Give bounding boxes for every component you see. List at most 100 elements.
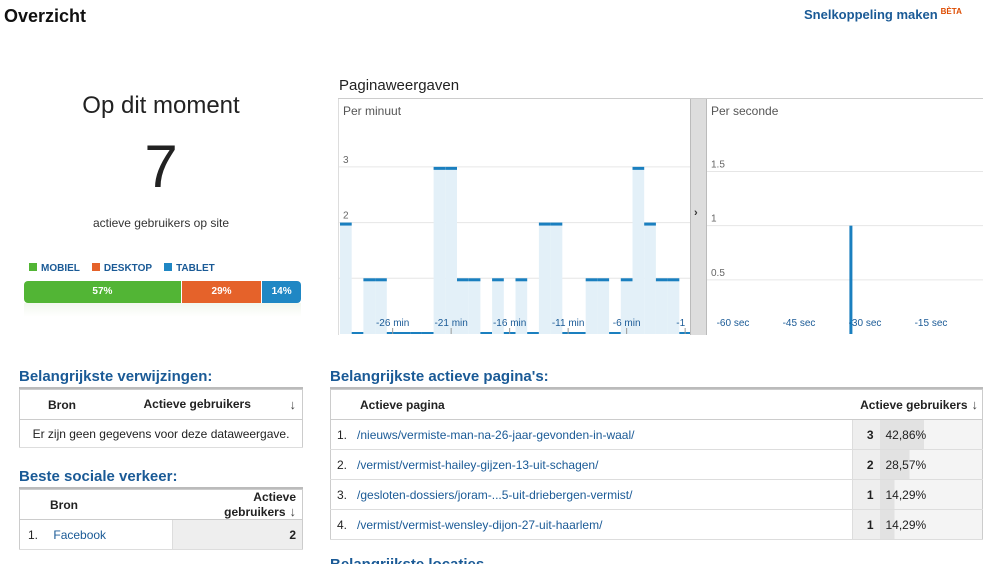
- col-header-active-users-label[interactable]: Actieve gebruikers: [224, 490, 296, 519]
- bar-cap: [340, 222, 352, 226]
- device-segment-mobile[interactable]: 57%: [24, 281, 182, 303]
- page-users-cell: 3: [852, 419, 880, 450]
- table-row[interactable]: 1. Facebook 2: [19, 519, 303, 550]
- bar-cap: [667, 278, 680, 282]
- row-index: 2.: [337, 457, 348, 472]
- bar: [620, 278, 633, 334]
- device-segment-desktop[interactable]: 29%: [181, 281, 263, 303]
- active-pages-table: Actieve pagina Actieve gebruikers ↓ 1. /ni…: [330, 389, 983, 540]
- col-header-active-page[interactable]: Actieve pagina: [330, 389, 853, 420]
- realtime-heading: Op dit moment: [82, 92, 240, 119]
- col-header-active-users-label[interactable]: Actieve gebruikers: [860, 398, 968, 412]
- col-header-source[interactable]: Bron: [19, 489, 173, 520]
- legend-label-desktop: DESKTOP: [103, 263, 153, 274]
- bar-baseline: [351, 332, 364, 334]
- col-header-active-users[interactable]: Actieve gebruikers ↓: [852, 389, 983, 420]
- bar: [849, 225, 853, 334]
- bar-cap: [644, 222, 656, 226]
- legend-item-tablet: TABLET: [164, 263, 215, 274]
- legend-label-tablet: TABLET: [176, 263, 215, 274]
- x-tick-label: -16 min: [493, 318, 526, 329]
- bar-baseline: [410, 332, 422, 334]
- page-link[interactable]: /nieuws/vermiste-man-na-26-jaar-gevonden…: [357, 427, 635, 442]
- page-pct-cell: 28,57%: [879, 449, 983, 480]
- table-row[interactable]: 4. /vermist/vermist-wensley-dijon-27-uit-…: [330, 509, 983, 540]
- page-link[interactable]: /vermist/vermist-hailey-gijzen-13-uit-sc…: [357, 457, 599, 472]
- legend-item-desktop: DESKTOP: [91, 263, 153, 274]
- social-source-link[interactable]: Facebook: [53, 527, 107, 542]
- locations-title: Belangrijkste locaties: [330, 556, 484, 564]
- sort-down-icon[interactable]: ↓: [289, 504, 297, 519]
- col-header-source[interactable]: Bron: [19, 389, 138, 420]
- page-cell: 1. /nieuws/vermiste-man-na-26-jaar-gevond…: [330, 419, 853, 450]
- bar-cap: [468, 278, 481, 282]
- x-tick-label: -60 sec: [717, 318, 750, 329]
- page-link[interactable]: /gesloten-dossiers/joram-...5-uit-driebe…: [357, 487, 633, 502]
- bar: [340, 222, 352, 334]
- bar-baseline: [480, 332, 493, 334]
- x-tick-label: -45 sec: [783, 318, 816, 329]
- bar: [644, 222, 656, 334]
- bar: [375, 278, 387, 334]
- bar: [468, 278, 481, 334]
- per-minute-svg: 123-26 min-21 min-16 min-11 min-6 min-1: [339, 155, 691, 334]
- device-legend: MOBIEL DESKTOP TABLET: [29, 263, 215, 274]
- social-title-rule: [19, 487, 303, 489]
- bar: [492, 278, 504, 334]
- device-bar-reflection: [24, 303, 301, 317]
- row-index: 1.: [28, 527, 39, 542]
- bar: [655, 278, 668, 334]
- row-index: 1.: [337, 427, 348, 442]
- legend-swatch-mobile: [29, 263, 37, 271]
- bar-cap: [655, 278, 668, 282]
- table-header-row: Bron Actieve gebruikers ↓: [19, 489, 303, 520]
- col-header-active-users[interactable]: Actieve gebruikers ↓: [137, 389, 303, 420]
- x-tick-label: -26 min: [376, 318, 409, 329]
- active-users-count: 7: [144, 133, 178, 200]
- x-tick-label: -21 min: [434, 318, 467, 329]
- table-row[interactable]: 1. /nieuws/vermiste-man-na-26-jaar-gevond…: [330, 419, 983, 450]
- x-tick-label: -15 sec: [915, 318, 948, 329]
- page-cell: 2. /vermist/vermist-hailey-gijzen-13-uit-…: [330, 449, 853, 480]
- table-header-row: Actieve pagina Actieve gebruikers ↓: [330, 389, 983, 420]
- table-row[interactable]: 3. /gesloten-dossiers/joram-...5-uit-drie…: [330, 479, 983, 510]
- bar-cap: [632, 166, 645, 170]
- bar: [550, 222, 563, 334]
- bar-baseline: [574, 332, 586, 334]
- social-users-cell: 2: [172, 519, 303, 550]
- active-pages-title-rule: [330, 387, 983, 389]
- page-pct-cell: 14,29%: [879, 479, 983, 510]
- bar-cap: [550, 222, 563, 226]
- referrals-title: Belangrijkste verwijzingen:: [19, 368, 213, 385]
- page-users-cell: 2: [852, 449, 880, 480]
- create-shortcut-label[interactable]: Snelkoppeling maken: [804, 7, 938, 22]
- sort-down-icon[interactable]: ↓: [971, 397, 979, 412]
- bar-cap: [363, 278, 376, 282]
- y-tick-label: 0.5: [711, 268, 725, 279]
- sort-down-icon[interactable]: ↓: [289, 397, 297, 412]
- chart-splitter[interactable]: ›: [690, 99, 707, 335]
- legend-swatch-desktop: [91, 263, 100, 271]
- row-index: 3.: [337, 487, 348, 502]
- y-tick-label: 1: [711, 214, 717, 225]
- bar: [585, 278, 598, 334]
- legend-swatch-tablet: [164, 263, 173, 271]
- page-link[interactable]: /vermist/vermist-wensley-dijon-27-uit-ha…: [357, 517, 603, 532]
- social-title: Beste sociale verkeer:: [19, 468, 178, 485]
- y-tick-label: 2: [343, 211, 349, 222]
- referrals-title-rule: [19, 387, 303, 389]
- bar: [433, 166, 446, 334]
- bar-cap: [585, 278, 598, 282]
- create-shortcut-link[interactable]: Snelkoppeling maken BÈTA: [804, 7, 962, 22]
- table-row[interactable]: 2. /vermist/vermist-hailey-gijzen-13-uit-…: [330, 449, 983, 480]
- empty-message: Er zijn geen gegevens voor deze dataweer…: [19, 419, 303, 448]
- chevron-right-icon[interactable]: ›: [694, 207, 698, 219]
- x-tick-label: -6 min: [613, 318, 641, 329]
- per-second-caption: Per seconde: [711, 104, 779, 118]
- col-header-active-users[interactable]: Actieve gebruikers ↓: [172, 489, 303, 520]
- device-segment-tablet[interactable]: 14%: [262, 281, 301, 303]
- col-header-active-users-label[interactable]: Actieve gebruikers: [143, 397, 251, 411]
- referrals-table: Bron Actieve gebruikers ↓ Er zijn geen ge…: [19, 389, 303, 448]
- page-pct-value: 28,57%: [885, 457, 927, 472]
- bar: [597, 278, 610, 334]
